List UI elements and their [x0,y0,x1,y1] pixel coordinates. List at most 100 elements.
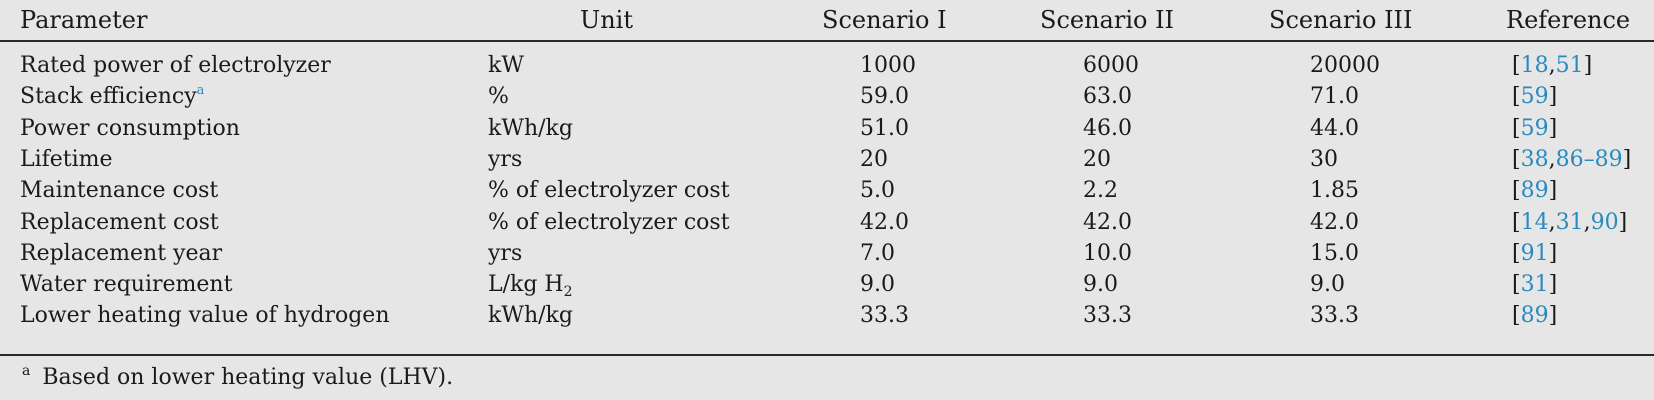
reference-punctuation: [ [1512,178,1521,203]
header-scenario-2: Scenario II [1040,6,1175,34]
cell-scenario-2: 33.3 [1083,303,1132,328]
cell-reference: [38,86–89] [1512,145,1631,175]
cell-scenario-1: 1000 [860,53,916,78]
cell-unit: kWh/kg [488,301,573,331]
cell-parameter: Power consumption [20,114,240,144]
footnote-mark: a [22,363,31,379]
cell-parameter: Rated power of electrolyzer [20,51,331,81]
cell-parameter: Replacement cost [20,208,219,238]
reference-punctuation: ] [1548,116,1558,141]
footnote-text: Based on lower heating value (LHV). [42,365,454,390]
reference-punctuation: ] [1548,84,1558,109]
cell-unit: yrs [488,239,522,269]
cell-unit: yrs [488,145,522,175]
reference-link[interactable]: 89 [1520,178,1549,203]
reference-link[interactable]: 18 [1520,53,1549,78]
reference-punctuation: ] [1622,147,1632,172]
header-unit: Unit [580,6,634,34]
reference-link[interactable]: 38 [1520,147,1549,172]
parameter-text: Stack efficiency [20,84,197,109]
unit-text: L/kg H [488,272,564,297]
reference-link[interactable]: 89 [1520,303,1549,328]
cell-scenario-2: 2.2 [1083,178,1118,203]
parameter-text: Rated power of electrolyzer [20,53,331,78]
parameter-text: Power consumption [20,116,240,141]
cell-scenario-3: 30 [1310,147,1338,172]
cell-unit: % of electrolyzer cost [488,176,730,206]
reference-punctuation: ] [1548,178,1558,203]
reference-link[interactable]: 91 [1520,241,1549,266]
reference-punctuation: [ [1512,147,1521,172]
cell-scenario-3: 42.0 [1310,210,1359,235]
cell-scenario-3: 33.3 [1310,303,1359,328]
parameter-text: Replacement cost [20,210,219,235]
reference-punctuation: , [1548,210,1556,235]
reference-punctuation: ] [1548,241,1558,266]
reference-punctuation: ] [1583,53,1593,78]
reference-punctuation: ] [1618,210,1628,235]
cell-scenario-1: 9.0 [860,272,895,297]
cell-scenario-2: 46.0 [1083,116,1132,141]
reference-link[interactable]: 14 [1520,210,1549,235]
unit-text: % [488,84,509,109]
parameter-text: Water requirement [20,272,233,297]
reference-link[interactable]: 31 [1520,272,1549,297]
reference-punctuation: [ [1512,116,1521,141]
unit-text: yrs [488,147,523,172]
header-scenario-1: Scenario I [822,6,947,34]
reference-link[interactable]: 51 [1555,53,1584,78]
cell-parameter: Water requirement [20,270,232,300]
header-scenario-3: Scenario III [1269,6,1413,34]
reference-link[interactable]: 31 [1555,210,1584,235]
cell-scenario-1: 42.0 [860,210,909,235]
cell-reference: [14,31,90] [1512,208,1627,238]
cell-reference: [59] [1512,114,1557,144]
cell-unit: % [488,82,509,112]
cell-scenario-3: 15.0 [1310,241,1359,266]
unit-text: % of electrolyzer cost [488,210,730,235]
unit-text: % of electrolyzer cost [488,178,730,203]
cell-reference: [91] [1512,239,1557,269]
reference-link[interactable]: 86–89 [1555,147,1623,172]
reference-punctuation: [ [1512,53,1521,78]
parameter-text: Lower heating value of hydrogen [20,303,390,328]
reference-link[interactable]: 59 [1520,84,1549,109]
cell-scenario-2: 63.0 [1083,84,1132,109]
cell-unit: L/kg H2 [488,270,573,300]
unit-text: kWh/kg [488,303,573,328]
footnote-link[interactable]: a [196,83,205,98]
reference-punctuation: [ [1512,210,1521,235]
reference-punctuation: , [1548,53,1556,78]
unit-subscript: 2 [563,284,573,300]
cell-unit: kW [488,51,524,81]
cell-scenario-2: 20 [1083,147,1111,172]
reference-punctuation: [ [1512,272,1521,297]
table-top-rule [0,40,1654,42]
reference-link[interactable]: 90 [1590,210,1619,235]
cell-parameter: Lifetime [20,145,113,175]
table-footnote: a Based on lower heating value (LHV). [22,363,453,393]
cell-parameter: Stack efficiencya [20,82,204,112]
cell-unit: kWh/kg [488,114,573,144]
cell-reference: [89] [1512,301,1557,331]
reference-punctuation: [ [1512,241,1521,266]
parameter-text: Replacement year [20,241,223,266]
parameter-text: Lifetime [20,147,113,172]
cell-parameter: Lower heating value of hydrogen [20,301,390,331]
header-reference: Reference [1506,6,1631,34]
cell-scenario-1: 7.0 [860,241,895,266]
cell-scenario-3: 9.0 [1310,272,1345,297]
cell-scenario-2: 9.0 [1083,272,1118,297]
unit-text: yrs [488,241,523,266]
cell-scenario-3: 71.0 [1310,84,1359,109]
cell-reference: [18,51] [1512,51,1592,81]
cell-scenario-2: 10.0 [1083,241,1132,266]
reference-punctuation: , [1583,210,1591,235]
reference-link[interactable]: 59 [1520,116,1549,141]
cell-scenario-3: 44.0 [1310,116,1359,141]
cell-unit: % of electrolyzer cost [488,208,730,238]
cell-scenario-3: 20000 [1310,53,1380,78]
parameter-text: Maintenance cost [20,178,219,203]
cell-scenario-1: 5.0 [860,178,895,203]
table-bottom-rule [0,354,1654,356]
